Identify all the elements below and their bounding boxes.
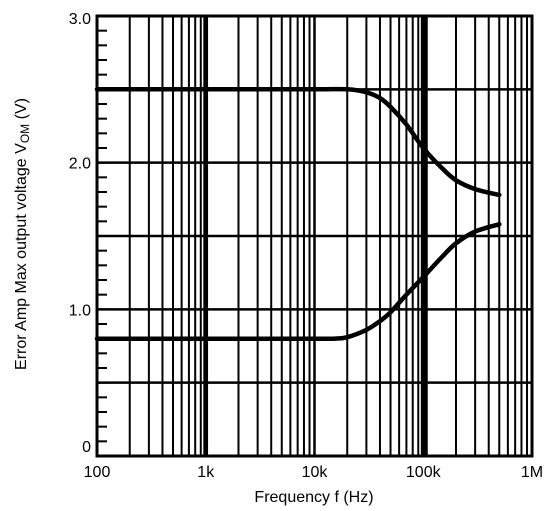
y-axis-title: Error Amp Max output voltage VOM (V) — [13, 98, 32, 370]
x-tick-label: 100 — [84, 464, 111, 481]
x-tick-label: 1k — [197, 464, 215, 481]
y-tick-label: 0 — [82, 439, 91, 456]
series-line-2 — [94, 222, 502, 342]
series-line-1 — [94, 86, 502, 198]
y-axis-title-main: Error Amp Max output voltage V — [13, 143, 30, 370]
y-tick-label: 2.0 — [69, 156, 91, 173]
y-tick-label: 1.0 — [69, 302, 91, 319]
y-axis-title-subscript: OM — [18, 124, 32, 143]
y-axis-title-unit: (V) — [13, 98, 30, 124]
x-tick-label: 10k — [302, 464, 329, 481]
plot-frame — [95, 14, 534, 458]
x-tick-label: 100k — [406, 464, 442, 481]
series-group — [94, 86, 502, 342]
x-tick-label: 1M — [521, 464, 543, 481]
tick-labels: 100 1k 10k 100k 1M 0 1.0 2.0 3.0 — [69, 11, 543, 481]
x-axis-title: Frequency f (Hz) — [254, 489, 373, 506]
y-tick-label: 3.0 — [69, 11, 91, 28]
